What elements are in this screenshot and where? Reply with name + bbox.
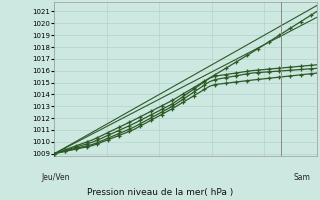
Text: Sam: Sam [293, 173, 310, 182]
Text: Jeu/Ven: Jeu/Ven [42, 173, 70, 182]
Text: Pression niveau de la mer( hPa ): Pression niveau de la mer( hPa ) [87, 188, 233, 197]
